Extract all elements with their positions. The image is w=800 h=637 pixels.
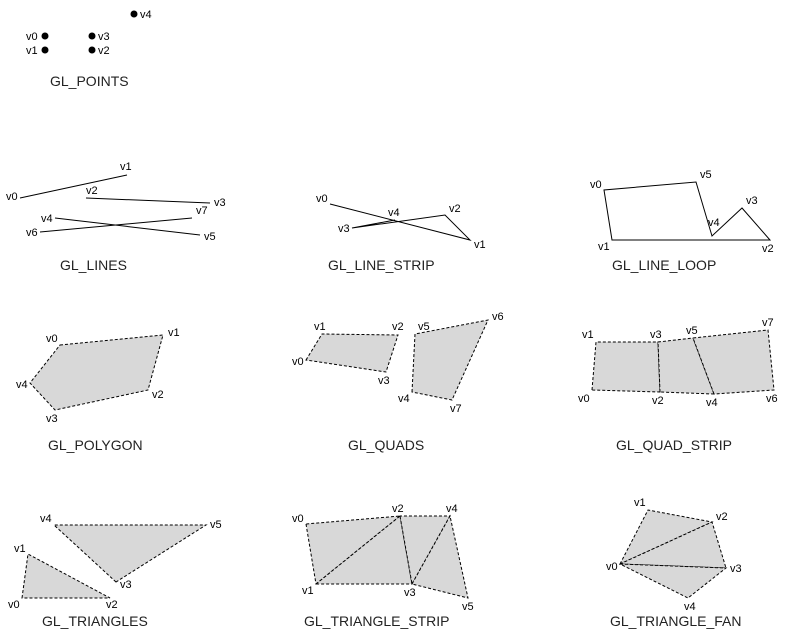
svg-text:v5: v5 — [462, 601, 474, 613]
title-line_loop: GL_LINE_LOOP — [612, 257, 716, 273]
svg-text:v1: v1 — [598, 241, 610, 253]
svg-text:v5: v5 — [204, 231, 216, 243]
svg-text:v0: v0 — [578, 393, 590, 405]
title-triangle_fan: GL_TRIANGLE_FAN — [610, 613, 742, 629]
title-quads: GL_QUADS — [348, 437, 424, 453]
svg-text:v0: v0 — [46, 333, 58, 345]
svg-text:v7: v7 — [762, 317, 774, 329]
svg-text:v1: v1 — [474, 239, 486, 251]
svg-text:v2: v2 — [762, 243, 774, 255]
diagram-lines: v0 v1 v2 v3 v4 v5 v6 v7 GL_LINES — [6, 161, 226, 273]
svg-text:v4: v4 — [398, 393, 410, 405]
svg-text:v6: v6 — [492, 311, 504, 323]
svg-text:v4: v4 — [140, 9, 152, 21]
svg-text:v5: v5 — [686, 325, 698, 337]
title-quad_strip: GL_QUAD_STRIP — [616, 437, 732, 453]
svg-text:v3: v3 — [730, 563, 742, 575]
svg-text:v3: v3 — [214, 197, 226, 209]
svg-text:v4: v4 — [684, 601, 696, 613]
svg-text:v4: v4 — [16, 379, 28, 391]
svg-text:v2: v2 — [392, 503, 404, 515]
diagram-triangles: v0 v1 v2v3 v4 v5 GL_TRIANGLES — [8, 513, 222, 629]
diagram-triangle_fan: v0 v1 v2 v3 v4GL_TRIANGLE_FAN — [606, 497, 742, 629]
diagram-polygon: v0 v1 v2 v3 v4 GL_POLYGON — [16, 327, 180, 453]
svg-text:v3: v3 — [338, 223, 350, 235]
svg-text:v1: v1 — [314, 321, 326, 333]
svg-text:v0: v0 — [316, 193, 328, 205]
svg-text:v3: v3 — [98, 31, 110, 43]
title-lines: GL_LINES — [60, 257, 127, 273]
svg-text:v2: v2 — [716, 511, 728, 523]
svg-text:v4: v4 — [388, 207, 400, 219]
svg-text:v7: v7 — [450, 403, 462, 415]
diagram-triangle_strip: v0 v1 v2 v3 v4 v5 GL_TRIANGLE_STRIP — [292, 503, 474, 629]
svg-text:v0: v0 — [590, 179, 602, 191]
svg-text:v4: v4 — [446, 503, 458, 515]
svg-text:v0: v0 — [292, 356, 304, 368]
svg-text:v3: v3 — [650, 329, 662, 341]
title-triangle_strip: GL_TRIANGLE_STRIP — [304, 613, 450, 629]
title-line_strip: GL_LINE_STRIP — [328, 257, 435, 273]
svg-text:v1: v1 — [168, 327, 180, 339]
svg-text:v3: v3 — [120, 579, 132, 591]
svg-text:v6: v6 — [26, 227, 38, 239]
svg-text:v0: v0 — [8, 599, 20, 611]
title-triangles: GL_TRIANGLES — [42, 613, 148, 629]
svg-text:v2: v2 — [152, 389, 164, 401]
svg-text:v5: v5 — [418, 321, 430, 333]
svg-text:v6: v6 — [766, 393, 778, 405]
diagram-points: v0 v1 v2 v3 v4 GL_POINTS — [26, 9, 152, 89]
svg-text:v2: v2 — [449, 203, 461, 215]
svg-text:v4: v4 — [708, 217, 720, 229]
svg-text:v1: v1 — [582, 329, 594, 341]
svg-text:v4: v4 — [41, 213, 53, 225]
svg-text:v1: v1 — [26, 45, 38, 57]
svg-text:v4: v4 — [706, 397, 718, 409]
svg-text:v2: v2 — [86, 185, 98, 197]
svg-text:v1: v1 — [302, 585, 314, 597]
diagram-line_strip: v0 v1 v2 v3 v4 GL_LINE_STRIP — [316, 193, 486, 273]
svg-text:v1: v1 — [120, 161, 132, 173]
gl-primitives-diagram: v0v1v2v3v4GL_POINTSv0v1v2v3v4v5v6v7GL_LI… — [0, 0, 800, 637]
svg-text:v2: v2 — [106, 599, 118, 611]
svg-text:v2: v2 — [98, 45, 110, 57]
diagram-quad_strip: v0 v1 v2 v3 v4 v5 v6 v7 GL_QUAD_STRIP — [578, 317, 778, 453]
svg-text:v5: v5 — [700, 169, 712, 181]
title-points: GL_POINTS — [50, 73, 129, 89]
svg-text:v0: v0 — [292, 513, 304, 525]
svg-text:v0: v0 — [606, 561, 618, 573]
title-polygon: GL_POLYGON — [48, 437, 143, 453]
svg-text:v0: v0 — [6, 191, 18, 203]
svg-text:v7: v7 — [196, 205, 208, 217]
svg-text:v5: v5 — [210, 519, 222, 531]
diagram-quads: v0 v1 v2 v3 v4 v5 v6 v7 GL_QUADS — [292, 311, 504, 453]
svg-text:v2: v2 — [652, 395, 664, 407]
svg-text:v3: v3 — [378, 375, 390, 387]
svg-text:v1: v1 — [14, 543, 26, 555]
svg-text:v3: v3 — [404, 587, 416, 599]
svg-text:v2: v2 — [392, 321, 404, 333]
svg-text:v3: v3 — [746, 195, 758, 207]
svg-text:v4: v4 — [40, 513, 52, 525]
svg-text:v3: v3 — [46, 413, 58, 425]
svg-text:v1: v1 — [634, 497, 646, 509]
svg-text:v0: v0 — [26, 31, 38, 43]
diagram-line_loop: v0 v1 v2 v3 v4 v5 GL_LINE_LOOP — [590, 169, 774, 273]
